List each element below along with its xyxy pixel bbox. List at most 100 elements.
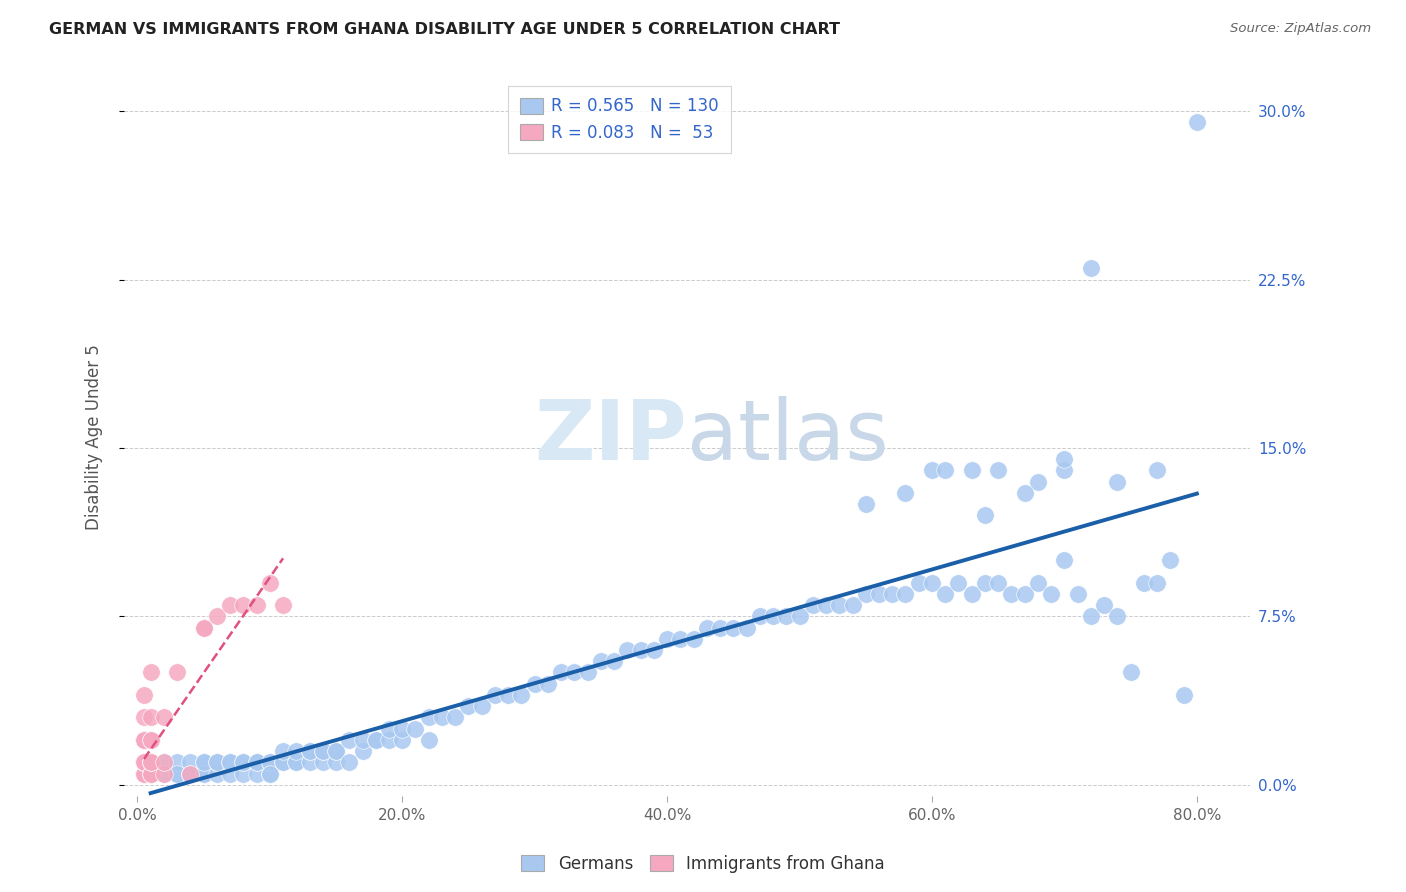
- Point: [132, 732, 155, 747]
- Point: [139, 710, 162, 724]
- Point: [285, 756, 308, 770]
- Point: [285, 744, 308, 758]
- Point: [132, 756, 155, 770]
- Point: [564, 665, 586, 680]
- Point: [1080, 261, 1102, 276]
- Point: [205, 609, 228, 624]
- Point: [132, 756, 155, 770]
- Point: [974, 575, 997, 590]
- Point: [948, 575, 970, 590]
- Point: [245, 756, 267, 770]
- Point: [1146, 463, 1168, 477]
- Text: Source: ZipAtlas.com: Source: ZipAtlas.com: [1230, 22, 1371, 36]
- Point: [391, 732, 413, 747]
- Point: [219, 756, 242, 770]
- Point: [179, 766, 201, 780]
- Point: [179, 766, 201, 780]
- Point: [496, 688, 519, 702]
- Point: [1119, 665, 1142, 680]
- Point: [179, 756, 201, 770]
- Point: [139, 766, 162, 780]
- Point: [312, 744, 335, 758]
- Point: [193, 766, 215, 780]
- Point: [325, 756, 347, 770]
- Point: [139, 665, 162, 680]
- Point: [921, 463, 943, 477]
- Point: [1026, 475, 1049, 489]
- Point: [378, 722, 401, 736]
- Point: [616, 643, 638, 657]
- Point: [193, 756, 215, 770]
- Point: [193, 756, 215, 770]
- Point: [418, 710, 440, 724]
- Point: [132, 756, 155, 770]
- Point: [139, 732, 162, 747]
- Point: [132, 766, 155, 780]
- Point: [132, 732, 155, 747]
- Point: [166, 756, 188, 770]
- Point: [907, 575, 929, 590]
- Point: [630, 643, 652, 657]
- Legend: Germans, Immigrants from Ghana: Germans, Immigrants from Ghana: [515, 848, 891, 880]
- Point: [1107, 475, 1129, 489]
- Point: [352, 744, 374, 758]
- Point: [205, 756, 228, 770]
- Point: [139, 756, 162, 770]
- Point: [153, 710, 176, 724]
- Point: [139, 766, 162, 780]
- Point: [405, 722, 427, 736]
- Point: [132, 756, 155, 770]
- Point: [219, 756, 242, 770]
- Point: [352, 732, 374, 747]
- Point: [132, 732, 155, 747]
- Point: [696, 621, 718, 635]
- Point: [259, 766, 281, 780]
- Point: [1185, 115, 1208, 129]
- Point: [298, 744, 321, 758]
- Point: [987, 463, 1010, 477]
- Point: [1159, 553, 1181, 567]
- Point: [801, 598, 824, 612]
- Point: [789, 609, 811, 624]
- Point: [682, 632, 704, 646]
- Point: [132, 766, 155, 780]
- Point: [364, 732, 387, 747]
- Point: [132, 766, 155, 780]
- Point: [894, 486, 917, 500]
- Point: [132, 756, 155, 770]
- Point: [139, 766, 162, 780]
- Point: [132, 766, 155, 780]
- Text: ZIP: ZIP: [534, 396, 688, 477]
- Point: [132, 688, 155, 702]
- Point: [457, 699, 479, 714]
- Point: [132, 756, 155, 770]
- Point: [325, 744, 347, 758]
- Point: [259, 766, 281, 780]
- Point: [232, 756, 254, 770]
- Point: [193, 766, 215, 780]
- Point: [132, 756, 155, 770]
- Point: [259, 756, 281, 770]
- Point: [576, 665, 599, 680]
- Point: [132, 756, 155, 770]
- Point: [139, 766, 162, 780]
- Point: [132, 766, 155, 780]
- Point: [132, 766, 155, 780]
- Point: [1026, 575, 1049, 590]
- Point: [1066, 587, 1088, 601]
- Point: [589, 654, 612, 668]
- Point: [855, 587, 877, 601]
- Point: [298, 744, 321, 758]
- Point: [723, 621, 745, 635]
- Point: [1053, 452, 1076, 467]
- Point: [153, 756, 176, 770]
- Point: [232, 766, 254, 780]
- Point: [987, 575, 1010, 590]
- Point: [814, 598, 837, 612]
- Point: [882, 587, 904, 601]
- Point: [510, 688, 533, 702]
- Point: [139, 756, 162, 770]
- Point: [132, 766, 155, 780]
- Point: [132, 766, 155, 780]
- Point: [1014, 486, 1036, 500]
